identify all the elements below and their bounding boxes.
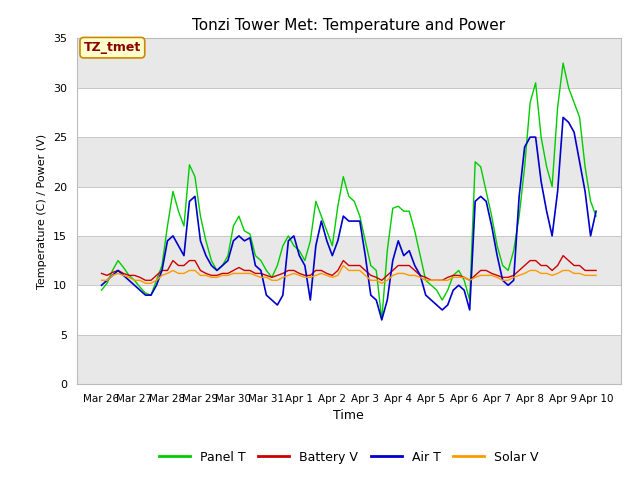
Bar bbox=[77, 236, 621, 285]
X-axis label: Time: Time bbox=[333, 409, 364, 422]
Bar bbox=[77, 335, 621, 384]
Bar bbox=[77, 137, 621, 187]
Title: Tonzi Tower Met: Temperature and Power: Tonzi Tower Met: Temperature and Power bbox=[192, 18, 506, 33]
Y-axis label: Temperature (C) / Power (V): Temperature (C) / Power (V) bbox=[37, 133, 47, 289]
Bar bbox=[77, 38, 621, 88]
Text: TZ_tmet: TZ_tmet bbox=[84, 41, 141, 54]
Legend: Panel T, Battery V, Air T, Solar V: Panel T, Battery V, Air T, Solar V bbox=[154, 445, 544, 468]
